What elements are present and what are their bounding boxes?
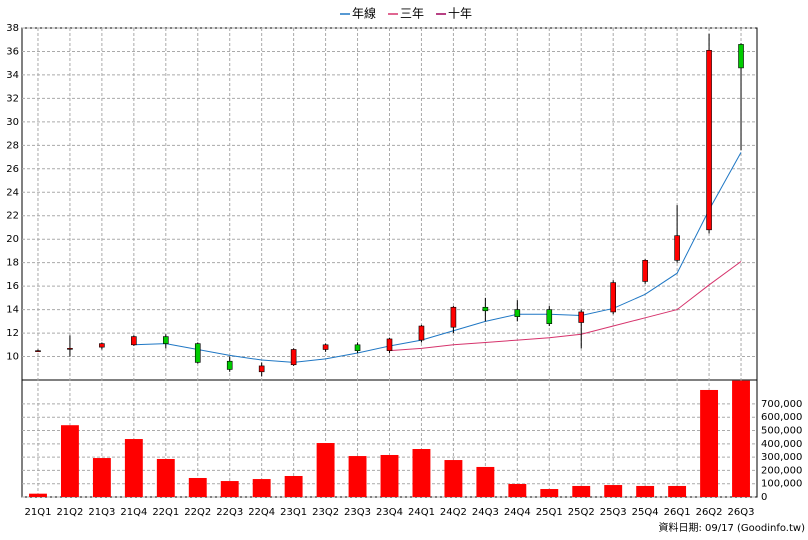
candle-body: [99, 343, 105, 348]
x-tick-label: 25Q3: [600, 507, 627, 518]
x-tick-label: 23Q1: [280, 507, 307, 518]
candle-body: [131, 336, 137, 346]
candle-body: [546, 309, 553, 324]
volume-bar: [508, 483, 527, 497]
volume-bar: [252, 479, 271, 497]
volume-bar: [412, 449, 431, 497]
x-tick-label: 26Q3: [728, 507, 755, 518]
y-tick-label: 12: [6, 328, 19, 339]
y2-tick-label: 600,000: [761, 412, 802, 423]
x-tick-label: 21Q1: [24, 507, 51, 518]
candle-body: [163, 336, 169, 344]
volume-bar: [732, 380, 750, 497]
y-tick-label: 16: [6, 281, 19, 292]
candle-body: [482, 306, 489, 312]
candle-body: [290, 349, 297, 366]
volume-bar: [636, 485, 655, 497]
x-tick-label: 25Q2: [568, 507, 595, 518]
x-tick-label: 26Q2: [696, 507, 723, 518]
volume-bar: [380, 454, 399, 497]
candle-body: [642, 260, 648, 282]
candle-body: [450, 306, 457, 328]
y2-tick-label: 400,000: [761, 439, 802, 450]
x-tick-label: 22Q1: [152, 507, 179, 518]
volume-bar: [540, 489, 559, 497]
candle-body: [578, 311, 585, 323]
x-tick-label: 24Q1: [408, 507, 435, 518]
y-tick-label: 34: [6, 70, 19, 81]
volume-bar: [444, 460, 463, 497]
x-tick-label: 23Q3: [344, 507, 371, 518]
x-tick-label: 21Q2: [56, 507, 83, 518]
x-tick-label: 22Q3: [216, 507, 243, 518]
candle-body: [610, 282, 616, 313]
x-tick-label: 24Q2: [440, 507, 467, 518]
x-tick-label: 22Q4: [248, 507, 275, 518]
x-tick-label: 22Q2: [184, 507, 211, 518]
x-tick-label: 26Q1: [664, 507, 691, 518]
candle-body: [322, 344, 329, 350]
x-tick-label: 25Q4: [632, 507, 659, 518]
y-tick-label: 10: [6, 352, 19, 363]
line-series: [133, 152, 742, 363]
candle-body: [226, 360, 233, 370]
candle-body: [514, 309, 521, 317]
y2-tick-label: 200,000: [761, 465, 802, 476]
y-tick-label: 18: [6, 258, 19, 269]
y-tick-label: 24: [6, 187, 19, 198]
y-tick-label: 32: [6, 93, 19, 104]
x-tick-label: 24Q4: [504, 507, 531, 518]
y-tick-label: 28: [6, 140, 19, 151]
y-tick-label: 36: [6, 46, 19, 57]
candle-body: [258, 365, 265, 373]
volume-bar: [188, 477, 207, 497]
x-tick-label: 23Q4: [376, 507, 403, 518]
y-tick-label: 22: [6, 211, 19, 222]
y2-tick-label: 300,000: [761, 452, 802, 463]
volume-bar: [156, 458, 175, 497]
y2-tick-label: 0: [761, 492, 767, 503]
legend-label: 十年: [448, 7, 472, 21]
volume-bar: [316, 443, 335, 497]
y-tick-label: 26: [6, 164, 19, 175]
y2-tick-label: 100,000: [761, 479, 802, 490]
candle-body: [738, 44, 744, 69]
legend-label: 年線: [352, 6, 376, 21]
line-series: [389, 261, 742, 352]
x-tick-label: 24Q3: [472, 507, 499, 518]
volume-bar: [572, 485, 591, 497]
candle-body: [674, 235, 680, 261]
x-tick-label: 25Q1: [536, 507, 563, 518]
x-tick-label: 23Q2: [312, 507, 339, 518]
volume-bar: [92, 458, 111, 497]
candle-body: [67, 348, 73, 350]
y2-tick-label: 700,000: [761, 399, 802, 410]
volume-bar: [124, 439, 143, 497]
x-tick-label: 21Q3: [88, 507, 115, 518]
footer: 資料日期: 09/17 (Goodinfo.tw): [658, 521, 805, 534]
candle-body: [706, 49, 712, 231]
x-tick-label: 21Q4: [120, 507, 147, 518]
volume-bar: [348, 456, 367, 497]
volume-bar: [220, 481, 239, 497]
y-tick-label: 38: [6, 23, 19, 34]
candle-body: [386, 338, 393, 351]
candle-body: [35, 350, 41, 352]
candle-body: [418, 325, 425, 341]
y-tick-label: 30: [6, 117, 19, 128]
volume-bar: [604, 485, 623, 497]
volume-bar: [284, 475, 303, 497]
y-tick-label: 14: [6, 305, 19, 316]
legend-label: 三年: [400, 7, 424, 21]
y2-tick-label: 500,000: [761, 426, 802, 437]
volume-bar: [668, 485, 687, 497]
volume-bar: [700, 389, 719, 497]
volume-bar: [476, 466, 495, 497]
y-tick-label: 20: [6, 234, 19, 245]
volume-bar: [29, 493, 47, 497]
candle-body: [194, 343, 201, 363]
volume-bar: [60, 425, 79, 497]
candle-body: [354, 344, 361, 351]
